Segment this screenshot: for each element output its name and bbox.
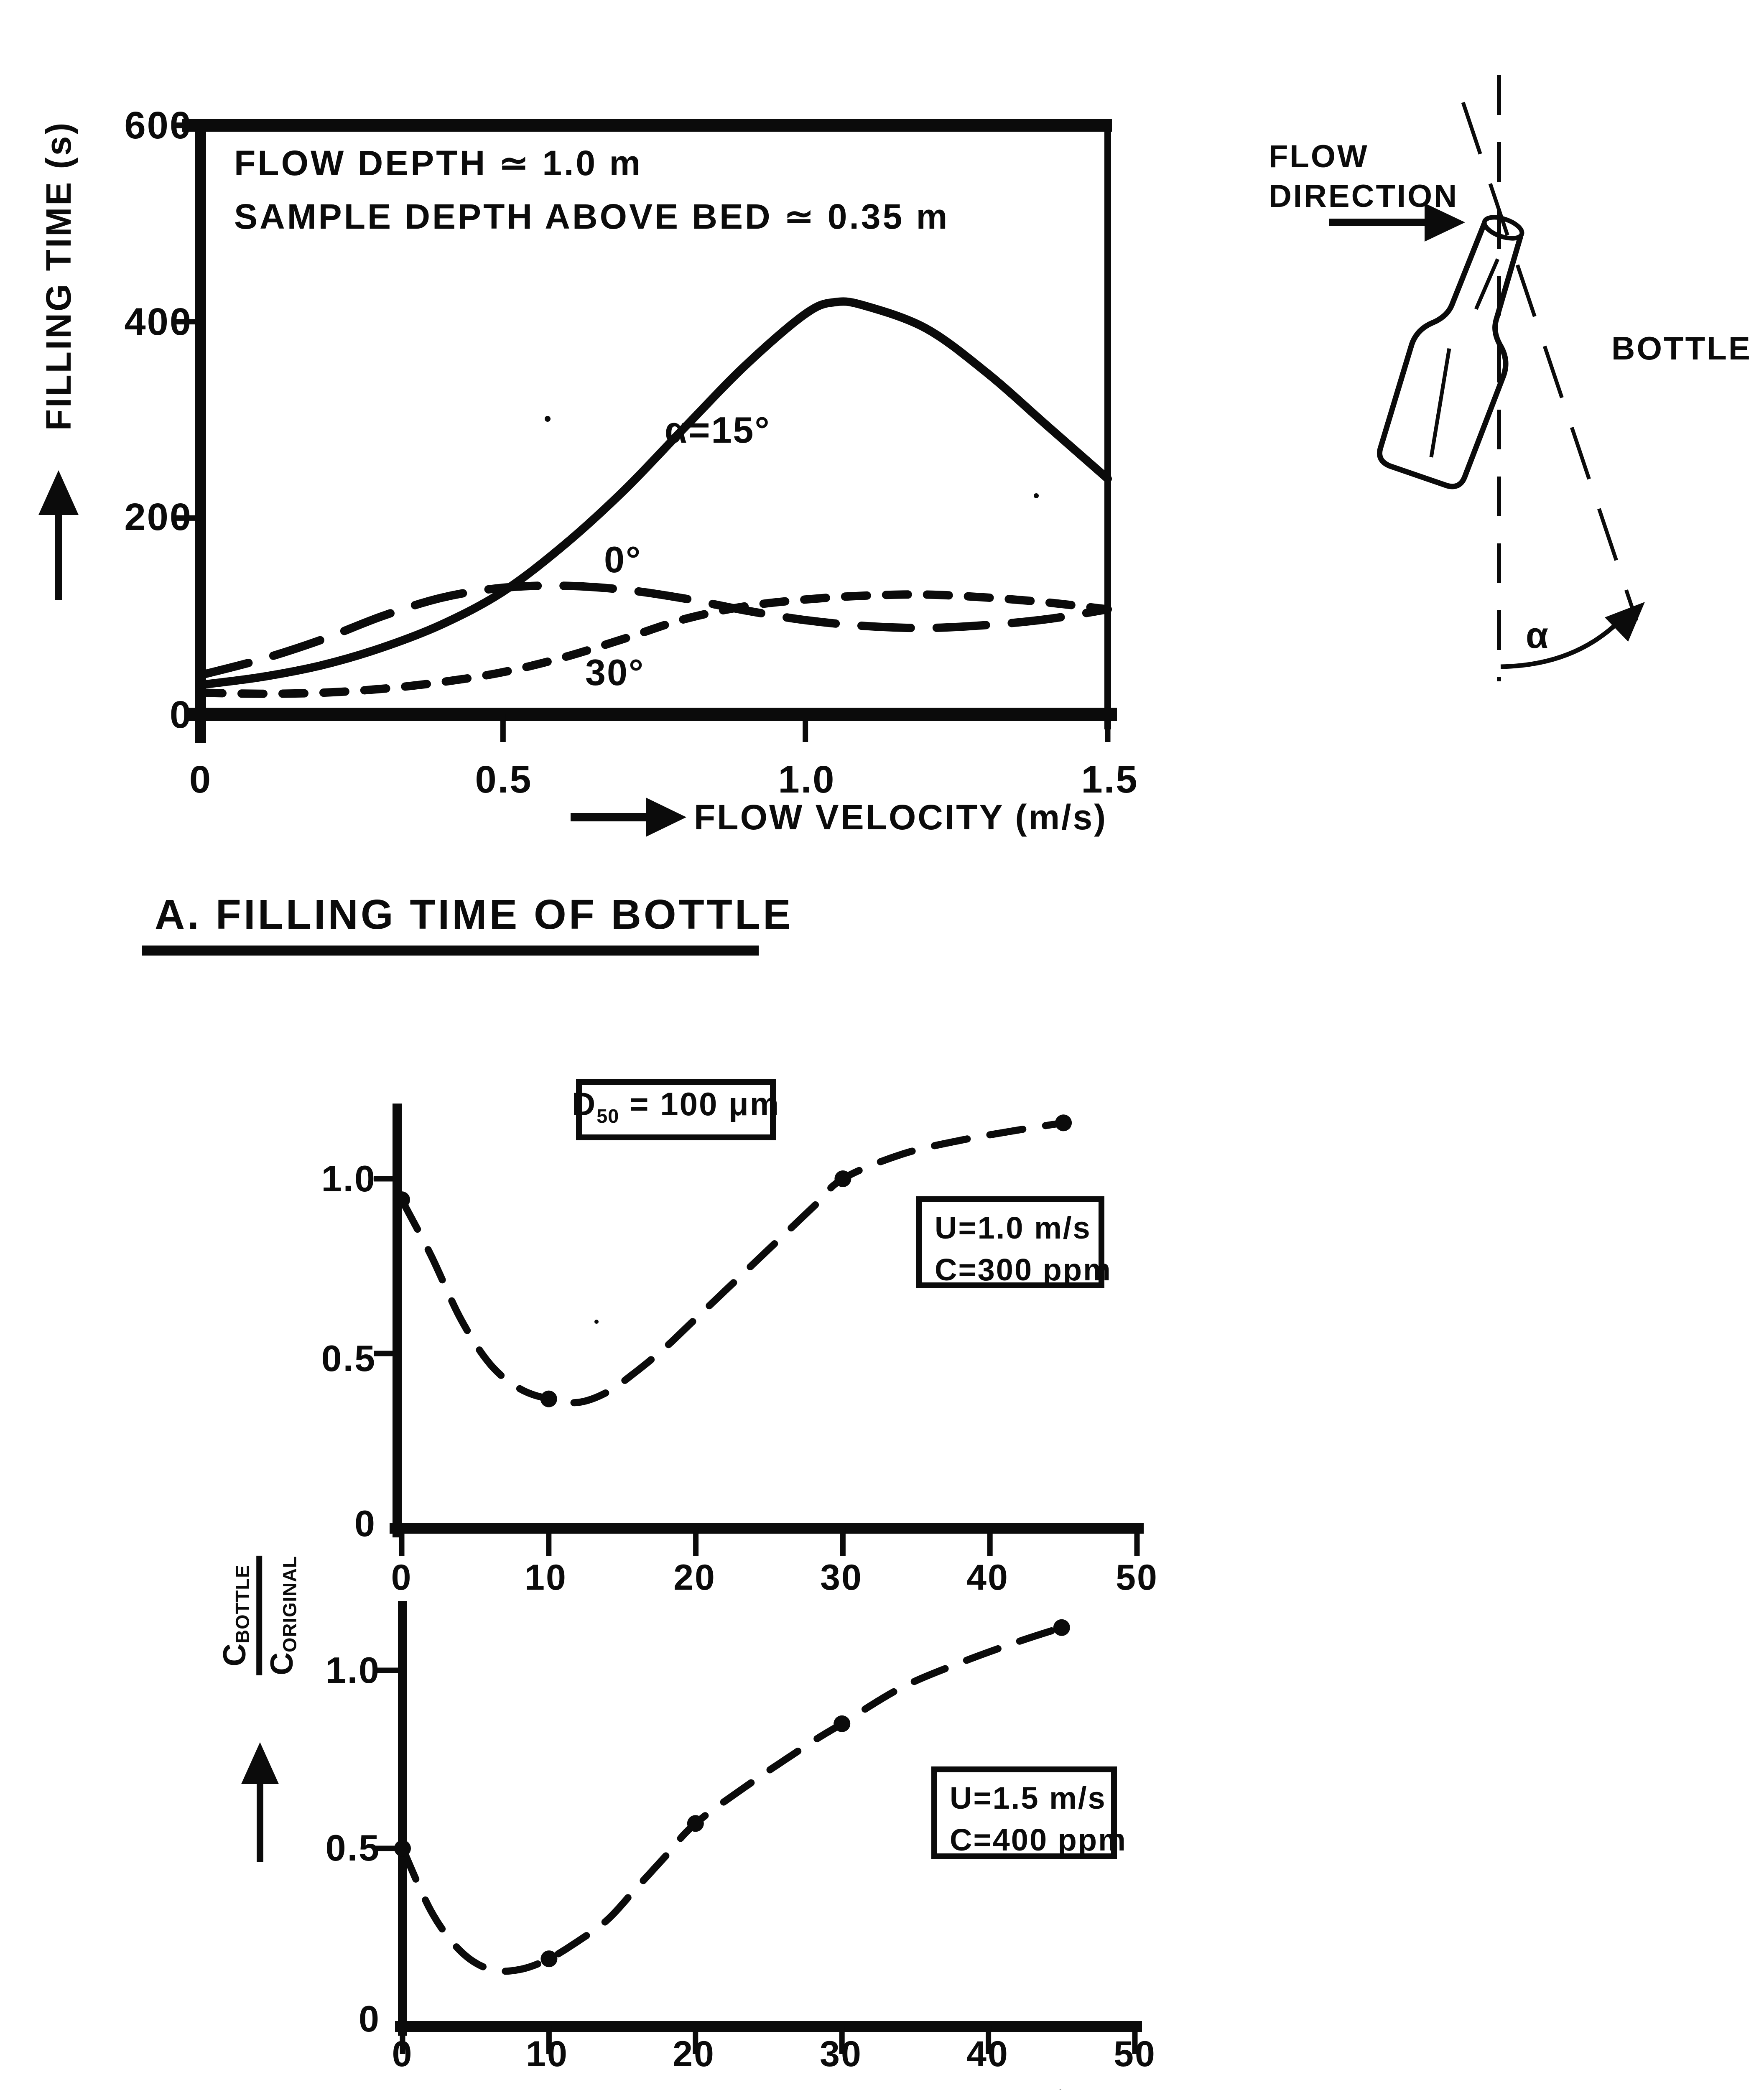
chart-a-ytick-label-0: 0 — [169, 693, 192, 736]
bottle-axis-line — [1461, 102, 1639, 622]
condition-bottom-line1: U=1.5 m/s — [950, 1781, 1106, 1815]
d50-prefix: D — [571, 1085, 597, 1122]
bottle-outline — [1377, 215, 1524, 489]
chart-b-bottom-ytick-05: 0.5 — [325, 1827, 380, 1868]
chart-a-annotation-sample-depth: SAMPLE DEPTH ABOVE BED ≃ 0.35 m — [234, 197, 950, 236]
chart-a-annotation-flow-depth: FLOW DEPTH ≃ 1.0 m — [234, 143, 643, 183]
d50-info-box: D50 = 100 μm — [572, 1079, 779, 1140]
data-point-marker — [393, 1191, 410, 1208]
scan-speck — [545, 416, 551, 422]
chart-a-xtick-label-05: 0.5 — [475, 758, 533, 801]
chart-a-x-axis-arrow-icon — [571, 798, 686, 837]
chart-a-xtick-label-15: 1.5 — [1081, 758, 1139, 801]
chart-b-top-xtick-10: 10 — [525, 1557, 567, 1598]
bottle-body-path — [1377, 222, 1524, 489]
condition-box-bottom: U=1.5 m/s C=400 ppm — [931, 1766, 1127, 1859]
fraction-numerator: CBOTTLE — [217, 1565, 253, 1667]
series-curve-30° — [196, 590, 1112, 698]
scan-speck — [1034, 493, 1039, 498]
chart-b-bottom-xtick-0: 0 — [392, 2034, 413, 2074]
data-point-marker — [687, 1815, 704, 1832]
chart-a-ytick-label-600: 600 — [124, 104, 192, 147]
chart-b-y-axis-arrow-icon — [241, 1742, 279, 1862]
chart-a-plot — [173, 122, 1112, 742]
condition-top-line1: U=1.0 m/s — [935, 1211, 1091, 1245]
chart-b-bottom-xtick-10: 10 — [526, 2034, 568, 2074]
chart-a-y-axis-title: FILLING TIME (s) — [39, 121, 78, 431]
chart-b-bottom-xtick-50: 50 — [1114, 2034, 1156, 2074]
chart-a-ytick-label-200: 200 — [124, 496, 192, 538]
alpha-angle-arc — [1500, 617, 1624, 669]
chart-a-frame — [171, 119, 1117, 743]
chart-b-top-xtick-0: 0 — [391, 1557, 413, 1598]
chart-a-y-axis-arrow-icon — [38, 470, 79, 600]
chart-b-bottom-xtick-20: 20 — [673, 2034, 715, 2074]
series-curve-α=15° — [196, 297, 1112, 689]
bottle-mouth — [1482, 215, 1524, 241]
data-point-marker — [394, 1840, 411, 1857]
chart-b-top-xtick-20: 20 — [673, 1557, 716, 1598]
data-point-marker — [1055, 1114, 1072, 1132]
chart-b-top-ytick-0: 0 — [354, 1503, 376, 1544]
condition-box-top: U=1.0 m/s C=300 ppm — [916, 1196, 1112, 1288]
chart-b-top-xtick-40: 40 — [966, 1557, 1009, 1598]
chart-b-top-ytick-10: 1.0 — [321, 1158, 376, 1199]
flow-direction-label-line2: DIRECTION — [1269, 178, 1458, 214]
chart-a-xtick-label-0: 0 — [189, 758, 212, 801]
chart-b-top-ytick-05: 0.5 — [321, 1338, 376, 1379]
data-point-marker — [1053, 1619, 1070, 1636]
concentration-ratio-fraction: CBOTTLE CORIGINAL — [217, 1556, 301, 1675]
data-point-marker — [540, 1390, 557, 1407]
chart-a-x-axis-title: FLOW VELOCITY (m/s) — [694, 798, 1108, 837]
curve-label-alpha-15: α=15° — [665, 409, 771, 451]
d50-subscript: 50 — [596, 1105, 619, 1127]
scan-speck — [594, 1320, 599, 1324]
chart-b-bottom-frame — [395, 1601, 1142, 2036]
alpha-arc-arrowhead — [1605, 602, 1645, 642]
chart-a-ytick-label-400: 400 — [124, 301, 192, 343]
fraction-denominator: CORIGINAL — [264, 1556, 301, 1675]
data-point-marker — [834, 1715, 851, 1732]
d50-value: = 100 μm — [629, 1085, 780, 1122]
bottle-inner-line-2 — [1429, 348, 1451, 458]
d50-text: D50 = 100 μm — [572, 1083, 780, 1137]
flow-direction-label-line1: FLOW — [1269, 139, 1369, 174]
data-point-marker — [834, 1170, 851, 1187]
section-a-title: A. FILLING TIME OF BOTTLE — [155, 891, 793, 938]
condition-top-line2: C=300 ppm — [935, 1252, 1112, 1287]
condition-bottom-line2: C=400 ppm — [950, 1822, 1127, 1857]
chart-b-top-frame — [390, 1104, 1144, 1537]
section-a-underline — [142, 946, 759, 956]
fraction-bar — [256, 1556, 262, 1675]
bottle-inner-line-1 — [1474, 258, 1500, 310]
chart-b-bottom-ytick-0: 0 — [359, 1998, 380, 2039]
bottle-diagram: FLOW DIRECTION BOTTLE α — [1269, 75, 1752, 681]
alpha-angle-label: α — [1526, 614, 1548, 656]
chart-b-bottom-ytick-10: 1.0 — [325, 1649, 380, 1691]
chart-b-y-axis-title: CBOTTLE CORIGINAL — [217, 1556, 301, 1675]
chart-b-bottom-plot — [375, 1619, 1138, 2054]
series-curve-U=1.5 m/s, C=400 ppm — [399, 1624, 1066, 1975]
chart-a-xtick-label-10: 1.0 — [778, 758, 836, 801]
chart-b-top-plot — [374, 1114, 1140, 1556]
curve-label-alpha-30: 30° — [585, 652, 645, 693]
series-curve-U=1.0 m/s, C=300 ppm — [398, 1119, 1067, 1407]
flow-direction-arrow-icon — [1329, 203, 1465, 242]
curve-label-alpha-0: 0° — [604, 539, 642, 580]
bottle-label: BOTTLE — [1611, 330, 1752, 367]
chart-b-bottom-xtick-30: 30 — [820, 2034, 862, 2074]
series-curve-0° — [196, 581, 1112, 680]
chart-b-x-axis-title: α — [1111, 2087, 1137, 2090]
chart-b-bottom-xtick-40: 40 — [966, 2034, 1009, 2074]
chart-b-top-xtick-30: 30 — [820, 1557, 863, 1598]
data-point-marker — [540, 1950, 558, 1968]
chart-b-top-xtick-50: 50 — [1116, 1557, 1158, 1598]
